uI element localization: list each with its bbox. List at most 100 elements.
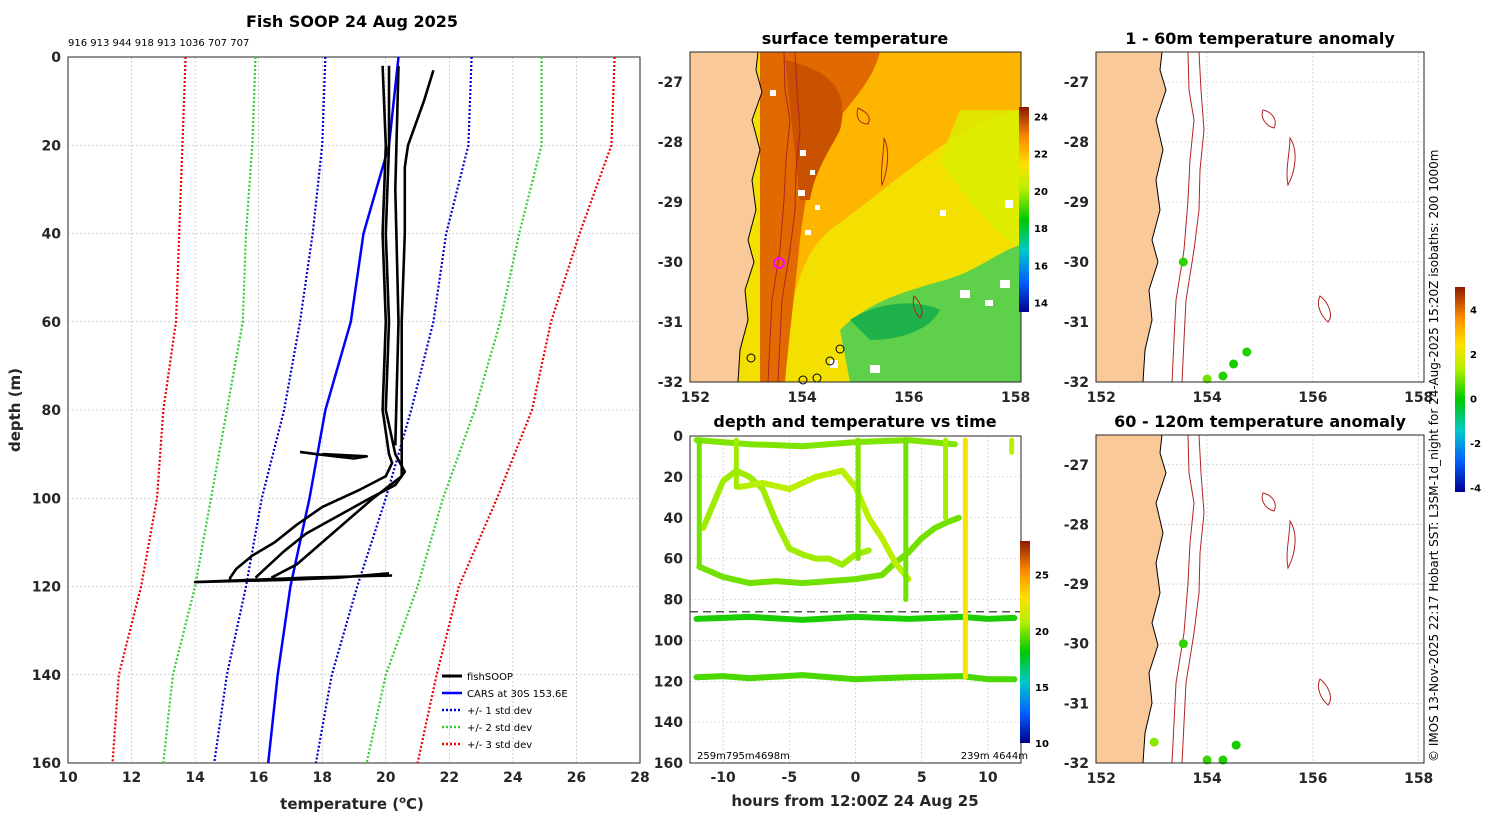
anomaly-point <box>1218 371 1228 381</box>
anom1-land <box>1096 52 1167 382</box>
timeseries-xtick-label: -10 <box>710 770 736 786</box>
map-ytick-label: -30 <box>1064 255 1090 271</box>
profile-xtick-label: 12 <box>122 770 141 786</box>
timeseries-ytick-label: 20 <box>664 470 684 486</box>
colorbar-tick-label: 4 <box>1470 305 1477 316</box>
colorbar-tick-label: 20 <box>1035 627 1049 638</box>
sst-isobath-200 <box>767 52 791 382</box>
profile-series-fish_f <box>193 572 393 584</box>
anomaly-point <box>1178 257 1188 267</box>
legend-label-fishsoop: fishSOOP <box>467 672 513 683</box>
colorbar-tick-label: 16 <box>1034 261 1048 272</box>
timeseries-tracks <box>693 437 1018 683</box>
colorbar-tick-label: 25 <box>1035 571 1049 582</box>
colorbar-tick-label: 14 <box>1034 299 1048 310</box>
map-xtick-label: 154 <box>1192 390 1221 406</box>
anom1-map <box>1096 52 1331 382</box>
map-ytick-label: -29 <box>658 195 683 211</box>
sst-isobath-1000 <box>777 52 801 382</box>
profile-ytick-label: 60 <box>42 315 62 331</box>
profile-ytick-label: 160 <box>32 756 61 772</box>
map-ytick-label: -32 <box>658 375 683 391</box>
anom1-axes-box <box>1095 51 1425 383</box>
anom-colorbar-ticks: 4 2 0 -2 -4 <box>1470 305 1481 494</box>
sst-title: surface temperature <box>762 29 949 48</box>
profile-xlabel: temperature (oC) <box>280 795 424 813</box>
timeseries-track <box>736 467 912 583</box>
profile-ytick-label: 0 <box>51 50 61 66</box>
sst-seamount-1 <box>856 107 870 125</box>
legend-label-std2: +/- 2 std dev <box>467 723 532 734</box>
profile-series-fish_d <box>393 65 400 446</box>
sst-hot-spot <box>785 60 843 200</box>
sst-current-core <box>760 52 880 382</box>
profile-series-std3_left <box>111 56 187 764</box>
colorbar-tick-label: -2 <box>1470 439 1481 450</box>
timeseries-xlabel: hours from 12:00Z 24 Aug 25 <box>731 792 978 810</box>
profile-ytick-label: 120 <box>32 580 61 596</box>
profile-series-fish_e <box>299 450 369 460</box>
map-xtick-label: 158 <box>1404 771 1433 787</box>
profile-ytick-label: 100 <box>32 491 61 507</box>
legend-label-std3: +/- 3 std dev <box>467 740 532 751</box>
map-ytick-label: -27 <box>658 75 683 91</box>
map-xtick-label: 154 <box>787 390 816 406</box>
anom1-tick-labels: 152 154 156 158 -27 -28 -29 -30 -31 -32 <box>1064 75 1434 406</box>
map-ytick-label: -32 <box>1064 756 1089 772</box>
legend-label-cars: CARS at 30S 153.6E <box>467 689 568 700</box>
profile-ylabel: depth (m) <box>6 368 24 452</box>
anom1-isobath-1000 <box>1181 52 1205 382</box>
map-ytick-label: -31 <box>1064 696 1089 712</box>
anom-colorbar <box>1455 287 1465 492</box>
timeseries-ytick-label: 100 <box>654 633 683 649</box>
profile-xtick-label: 24 <box>503 770 523 786</box>
sst-colorbar-ticks: 14 16 18 20 22 24 <box>1034 112 1048 309</box>
anom2-seamount-1 <box>1261 492 1276 512</box>
sst-colorbar <box>1019 107 1029 312</box>
anomaly-point <box>1218 755 1228 765</box>
anom2-title: 60 - 120m temperature anomaly <box>1114 412 1406 431</box>
profile-xtick-label: 26 <box>567 770 586 786</box>
anom2-isobath-1000 <box>1181 435 1205 763</box>
timeseries-colorbar-ticks: 25 20 15 10 <box>1035 571 1049 750</box>
map-xtick-label: 156 <box>894 390 923 406</box>
map-ytick-label: -28 <box>1064 517 1089 533</box>
anom2-tick-labels: 152 154 156 158 -27 -28 -29 -30 -31 -32 <box>1064 458 1434 787</box>
sst-tick-labels: 152 154 156 158 -27 -28 -29 -30 -31 -32 <box>658 75 1031 406</box>
profile-series-fish_a <box>228 65 394 583</box>
map-xtick-label: 152 <box>1087 771 1116 787</box>
map-ytick-label: -31 <box>1064 315 1089 331</box>
sst-cool-zone-ne <box>940 110 1021 250</box>
map-xtick-label: 158 <box>1001 390 1030 406</box>
anom1-title: 1 - 60m temperature anomaly <box>1125 29 1395 48</box>
timeseries-colorbar <box>1020 541 1030 743</box>
colorbar-tick-label: 18 <box>1034 224 1048 235</box>
anom1-points <box>1178 257 1252 384</box>
profile-series-std2_right <box>365 57 543 764</box>
anomaly-point <box>1231 740 1241 750</box>
map-ytick-label: -27 <box>1064 75 1089 91</box>
colorbar-tick-label: 10 <box>1035 739 1049 750</box>
timeseries-bottom-left-label: 259m795m4698m <box>697 751 790 762</box>
map-xtick-label: 154 <box>1192 771 1221 787</box>
timeseries-xtick-label: 0 <box>851 770 861 786</box>
sst-cast-circle <box>798 375 808 385</box>
figure-title: Fish SOOP 24 Aug 2025 <box>246 12 458 31</box>
sst-cold-eddy <box>850 303 940 340</box>
map-ytick-label: -32 <box>1064 375 1089 391</box>
anom2-points <box>1149 639 1241 765</box>
profile-ytick-label: 140 <box>32 668 61 684</box>
anomaly-point <box>1149 737 1159 747</box>
sst-cast-markers <box>746 344 845 385</box>
map-ytick-label: -28 <box>1064 135 1089 151</box>
map-xtick-label: 156 <box>1298 771 1327 787</box>
anom2-isobath-200 <box>1171 435 1195 763</box>
sst-seamount-2 <box>880 137 889 187</box>
sst-cast-circle <box>746 353 756 363</box>
anom1-seamount-2 <box>1286 136 1296 187</box>
map-ytick-label: -30 <box>1064 637 1090 653</box>
colorbar-tick-label: 2 <box>1470 350 1477 361</box>
timeseries-ytick-label: 80 <box>664 593 684 609</box>
profile-tick-labels: 10 12 14 16 18 20 22 24 26 28 0 20 40 60 80 100 120 140 16… <box>32 50 650 786</box>
